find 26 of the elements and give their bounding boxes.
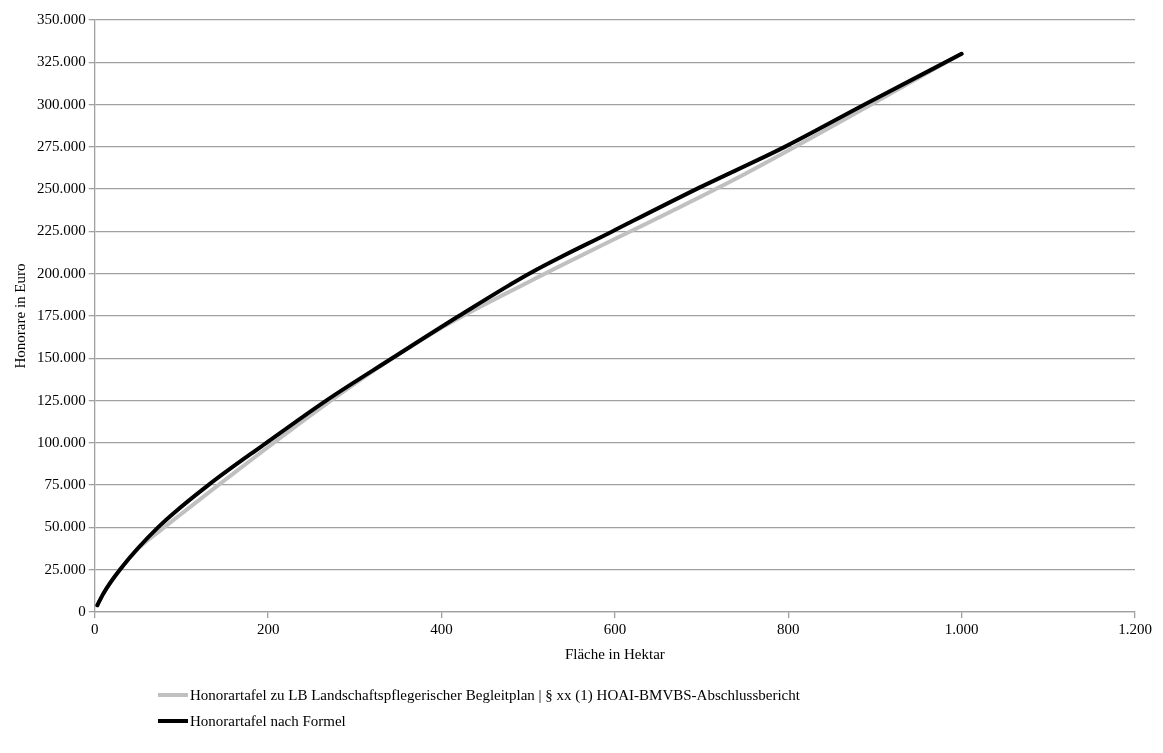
legend-label: Honorartafel nach Formel — [190, 712, 346, 730]
y-tick-label: 350.000 — [37, 10, 86, 27]
y-tick-label: 150.000 — [37, 349, 86, 366]
y-tick-label: 250.000 — [37, 180, 86, 197]
x-axis-title: Fläche in Hektar — [564, 645, 665, 662]
x-tick-label: 800 — [777, 620, 800, 637]
y-tick-label: 200.000 — [37, 264, 86, 281]
y-axis-title: Honorare in Euro — [11, 263, 28, 369]
y-tick-label: 50.000 — [44, 518, 86, 535]
y-tick-label: 125.000 — [37, 391, 86, 408]
y-tick-label: 175.000 — [37, 306, 86, 323]
y-tick-label: 0 — [78, 602, 86, 619]
x-tick-label: 600 — [603, 620, 627, 637]
x-tick-label: 200 — [256, 620, 280, 637]
x-tick-label: 1.000 — [944, 620, 979, 637]
y-tick-label: 75.000 — [44, 476, 86, 493]
legend-label: Honorartafel zu LB Landschaftspflegerischer Begleitplan | § xx (1) HOAI-BMVBS-Abschlussbericht — [190, 686, 800, 704]
x-tick-label: 0 — [91, 620, 99, 637]
x-tick-label: 1.200 — [1118, 620, 1152, 637]
y-tick-label: 100.000 — [37, 433, 86, 450]
y-tick-label: 225.000 — [37, 222, 86, 239]
y-tick-label: 300.000 — [37, 95, 86, 112]
y-tick-label: 275.000 — [37, 137, 86, 154]
y-tick-label: 325.000 — [37, 53, 86, 70]
x-tick-label: 400 — [430, 620, 453, 637]
y-tick-label: 25.000 — [44, 560, 86, 577]
